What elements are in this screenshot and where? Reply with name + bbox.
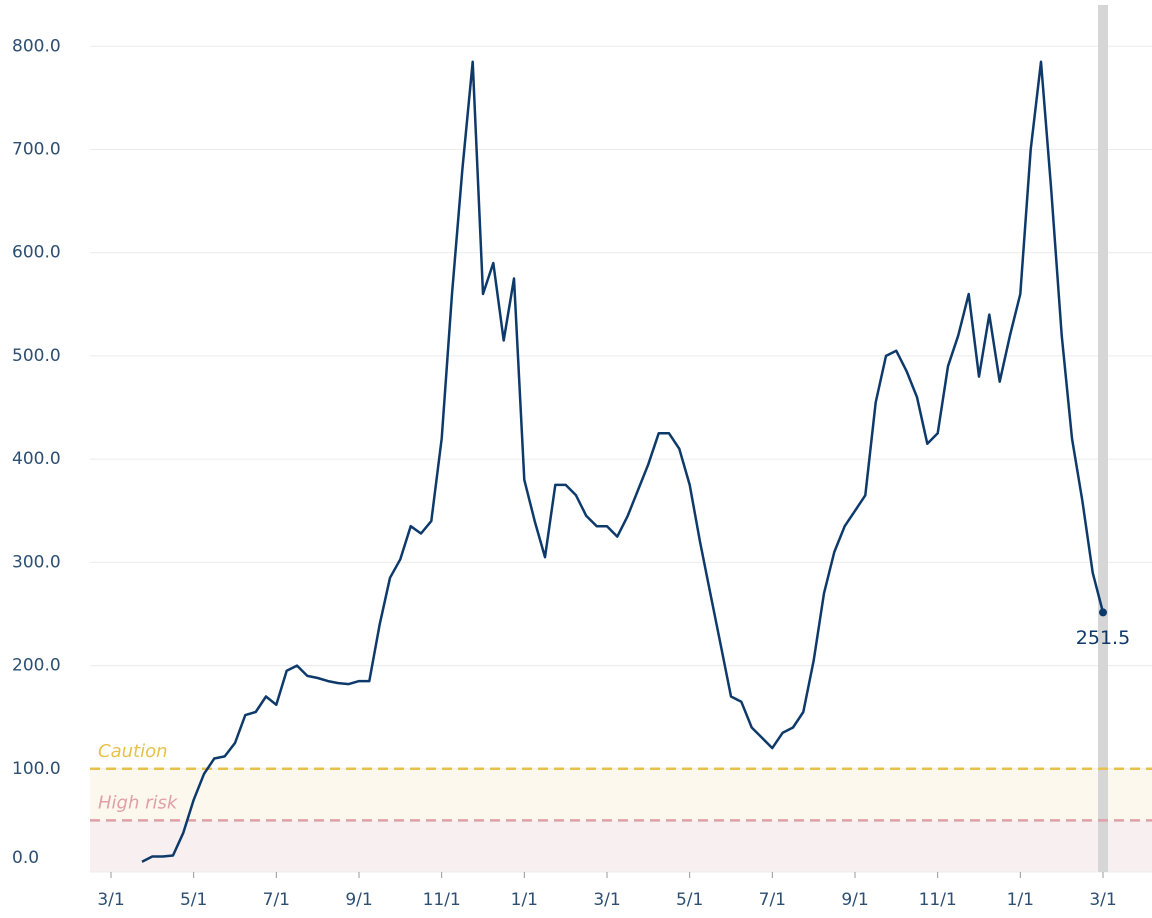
y-tick-label: 300.0 — [12, 552, 61, 572]
x-tick-label: 9/1 — [345, 890, 372, 910]
x-tick-label: 11/1 — [919, 890, 957, 910]
y-tick-label: 600.0 — [12, 243, 61, 263]
threshold-label: High risk — [98, 792, 179, 813]
highlight-bar — [1098, 5, 1108, 872]
x-tick-label: 11/1 — [423, 890, 461, 910]
y-tick-label: 0.0 — [12, 848, 39, 868]
x-tick-label: 5/1 — [180, 890, 207, 910]
threshold-label: Caution — [98, 741, 168, 762]
x-tick-label: 3/1 — [1089, 890, 1116, 910]
threshold-band — [90, 820, 1152, 872]
series-line — [141, 60, 1105, 863]
y-tick-label: 400.0 — [12, 449, 61, 469]
last-point — [1099, 608, 1107, 617]
value-label: 251.5 — [1076, 627, 1130, 649]
y-tick-label: 500.0 — [12, 346, 61, 366]
y-tick-label: 800.0 — [12, 36, 61, 56]
x-tick-label: 1/1 — [511, 890, 538, 910]
x-tick-label: 3/1 — [593, 890, 620, 910]
y-tick-label: 700.0 — [12, 140, 61, 160]
x-tick-label: 5/1 — [676, 890, 703, 910]
y-tick-label: 100.0 — [12, 759, 61, 779]
y-tick-label: 200.0 — [12, 656, 61, 676]
x-tick-label: 7/1 — [263, 890, 290, 910]
x-tick-label: 7/1 — [759, 890, 786, 910]
x-tick-label: 3/1 — [97, 890, 124, 910]
x-tick-label: 1/1 — [1007, 890, 1034, 910]
x-tick-label: 9/1 — [841, 890, 868, 910]
